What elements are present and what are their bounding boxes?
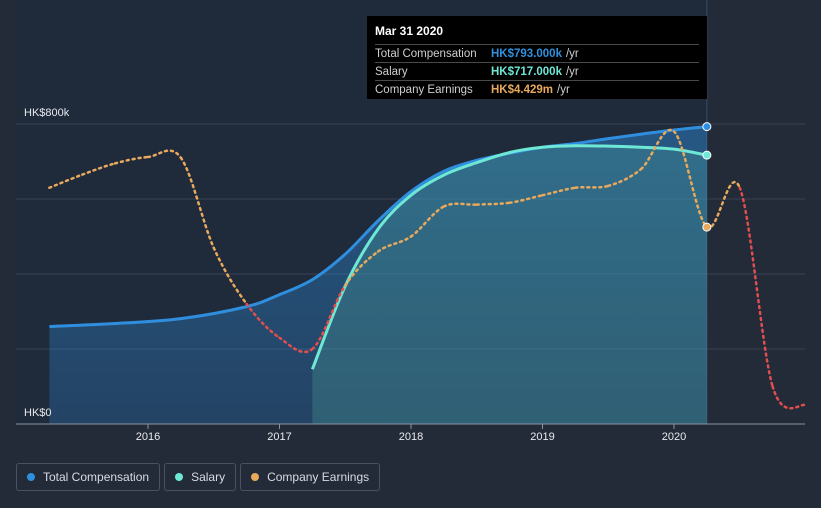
y-tick-label: HK$800k: [24, 107, 70, 119]
legend-dot-icon: [175, 473, 184, 481]
company-earnings-line: [212, 246, 248, 306]
company-earnings-line: [409, 205, 446, 238]
x-tick-label: 2019: [530, 431, 554, 443]
company-earnings-line: [179, 156, 215, 249]
company-earnings-line: [245, 302, 281, 339]
salary-marker: [702, 150, 712, 160]
tooltip-value: HK$793.000k: [491, 47, 562, 60]
company-earnings-line: [278, 336, 314, 354]
x-tick-label: 2018: [399, 431, 423, 443]
tooltip-label: Company Earnings: [375, 83, 473, 96]
total-compensation-area: [49, 126, 707, 424]
tooltip-value: HK$4.429m: [491, 83, 554, 96]
legend: Total Compensation Salary Company Earnin…: [16, 463, 381, 491]
legend-label: Salary: [191, 470, 226, 484]
tooltip-unit: /yr: [565, 47, 579, 60]
company-earnings-line: [442, 202, 478, 208]
company-earnings-line: [311, 284, 347, 351]
company-earnings-line: [574, 184, 610, 189]
salary-line: [310, 144, 708, 370]
company-earnings-line: [705, 180, 741, 229]
company-earnings-line: [508, 194, 544, 204]
legend-item-company-earnings[interactable]: Company Earnings: [240, 463, 381, 491]
legend-dot-icon: [251, 473, 260, 481]
company-earnings-line: [541, 186, 577, 197]
tooltip-row-salary: Salary HK$717.000k /yr: [375, 62, 699, 80]
legend-item-total-compensation[interactable]: Total Compensation: [16, 463, 161, 491]
hover-markers: [702, 122, 712, 232]
tooltip-row-total: Total Compensation HK$793.000k /yr: [375, 44, 699, 62]
legend-label: Total Compensation: [43, 470, 150, 484]
tooltip: Mar 31 2020 Total Compensation HK$793.00…: [367, 16, 707, 99]
tooltip-row-earnings: Company Earnings HK$4.429m /yr: [375, 80, 699, 98]
company-earnings-line: [771, 385, 807, 410]
company-earnings-line: [344, 250, 380, 287]
axes: 2016 2017 2018 2019 2020 HK$800k HK$0: [16, 107, 805, 443]
company-earnings-line: [738, 186, 774, 388]
salary-area: [312, 145, 707, 424]
series-lines: [48, 125, 807, 410]
company-earnings-line: [81, 162, 117, 176]
company-earnings-line: [146, 149, 183, 159]
series-areas: [49, 126, 707, 424]
legend-item-salary[interactable]: Salary: [164, 463, 237, 491]
company-earnings-line: [48, 173, 84, 189]
company-earnings-line: [376, 235, 413, 253]
company-earnings-line: [607, 167, 643, 188]
x-tick-label: 2020: [662, 431, 686, 443]
company-earnings-marker: [702, 222, 712, 232]
tooltip-label: Total Compensation: [375, 47, 477, 60]
tooltip-unit: /yr: [557, 83, 570, 96]
total-compensation-line: [49, 125, 708, 328]
tooltip-label: Salary: [375, 65, 408, 78]
legend-dot-icon: [27, 473, 35, 481]
tooltip-date: Mar 31 2020: [375, 24, 444, 38]
x-tick-label: 2017: [267, 431, 291, 443]
total-compensation-marker: [702, 122, 712, 132]
company-earnings-line: [639, 128, 676, 171]
tooltip-value: HK$717.000k: [491, 65, 562, 78]
y-tick-label: HK$0: [24, 407, 52, 419]
company-earnings-line: [475, 201, 511, 206]
x-tick-label: 2016: [136, 431, 160, 443]
company-earnings-line: [672, 130, 709, 229]
tooltip-unit: /yr: [565, 65, 579, 78]
company-earnings-line: [113, 155, 150, 165]
legend-label: Company Earnings: [267, 470, 370, 484]
